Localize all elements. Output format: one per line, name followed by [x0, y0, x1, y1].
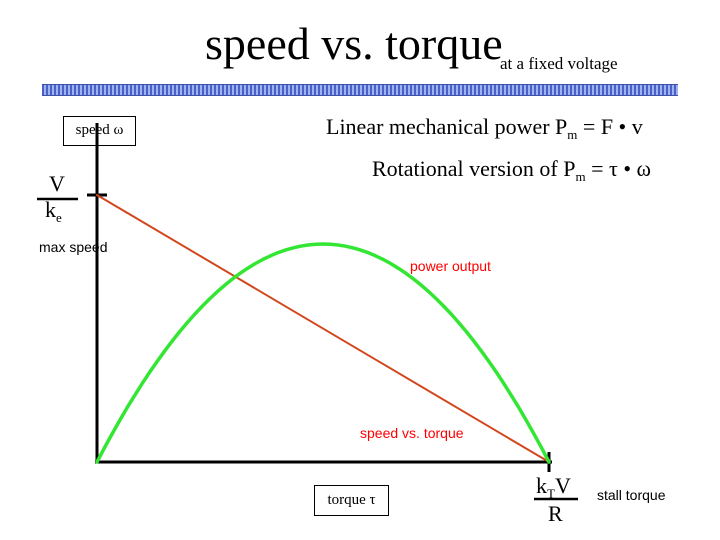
slide-title: speed vs. torque	[205, 18, 503, 69]
title-underline-bar	[42, 84, 678, 96]
power-output-curve	[95, 242, 551, 464]
power-output-label: power output	[410, 258, 491, 274]
y-axis-label-text: speed	[75, 122, 114, 138]
linear-eq-suffix: = F • v	[577, 114, 643, 139]
linear-power-equation: Linear mechanical power Pm = F • v	[326, 113, 643, 149]
y-axis-label: speed ω	[63, 116, 136, 146]
speed-torque-line-label: speed vs. torque	[360, 425, 464, 441]
linear-eq-subscript: m	[567, 127, 578, 142]
x-intercept-v: V	[554, 473, 571, 498]
rotational-eq-suffix: = τ • ω	[585, 156, 652, 181]
rotational-eq-subscript: m	[575, 169, 586, 184]
max-speed-label: max speed	[39, 239, 108, 255]
x-axis-label-text: torque	[327, 492, 370, 508]
rotational-eq-prefix: Rotational version of P	[372, 156, 576, 181]
y-intercept-numerator: V	[49, 171, 65, 196]
x-intercept-numerator: kTV	[536, 474, 571, 506]
y-intercept-denominator-subscript: e	[56, 210, 62, 225]
x-intercept-k: k	[536, 473, 547, 498]
x-intercept-denominator: R	[548, 501, 563, 526]
stall-torque-label: stall torque	[597, 487, 666, 503]
y-intercept-denominator-text: k	[45, 197, 56, 222]
slide-subtitle: at a fixed voltage	[500, 54, 618, 73]
y-intercept-denominator: ke	[45, 198, 62, 230]
omega-symbol: ω	[113, 122, 124, 138]
speed-torque-line	[96, 194, 550, 463]
tau-symbol: τ	[369, 492, 376, 508]
series-layer	[95, 194, 551, 464]
linear-eq-prefix: Linear mechanical power P	[326, 114, 568, 139]
rotational-power-equation: Rotational version of Pm = τ • ω	[372, 155, 651, 191]
x-axis-label: torque τ	[314, 485, 389, 516]
x-intercept-subscript: T	[547, 486, 555, 501]
